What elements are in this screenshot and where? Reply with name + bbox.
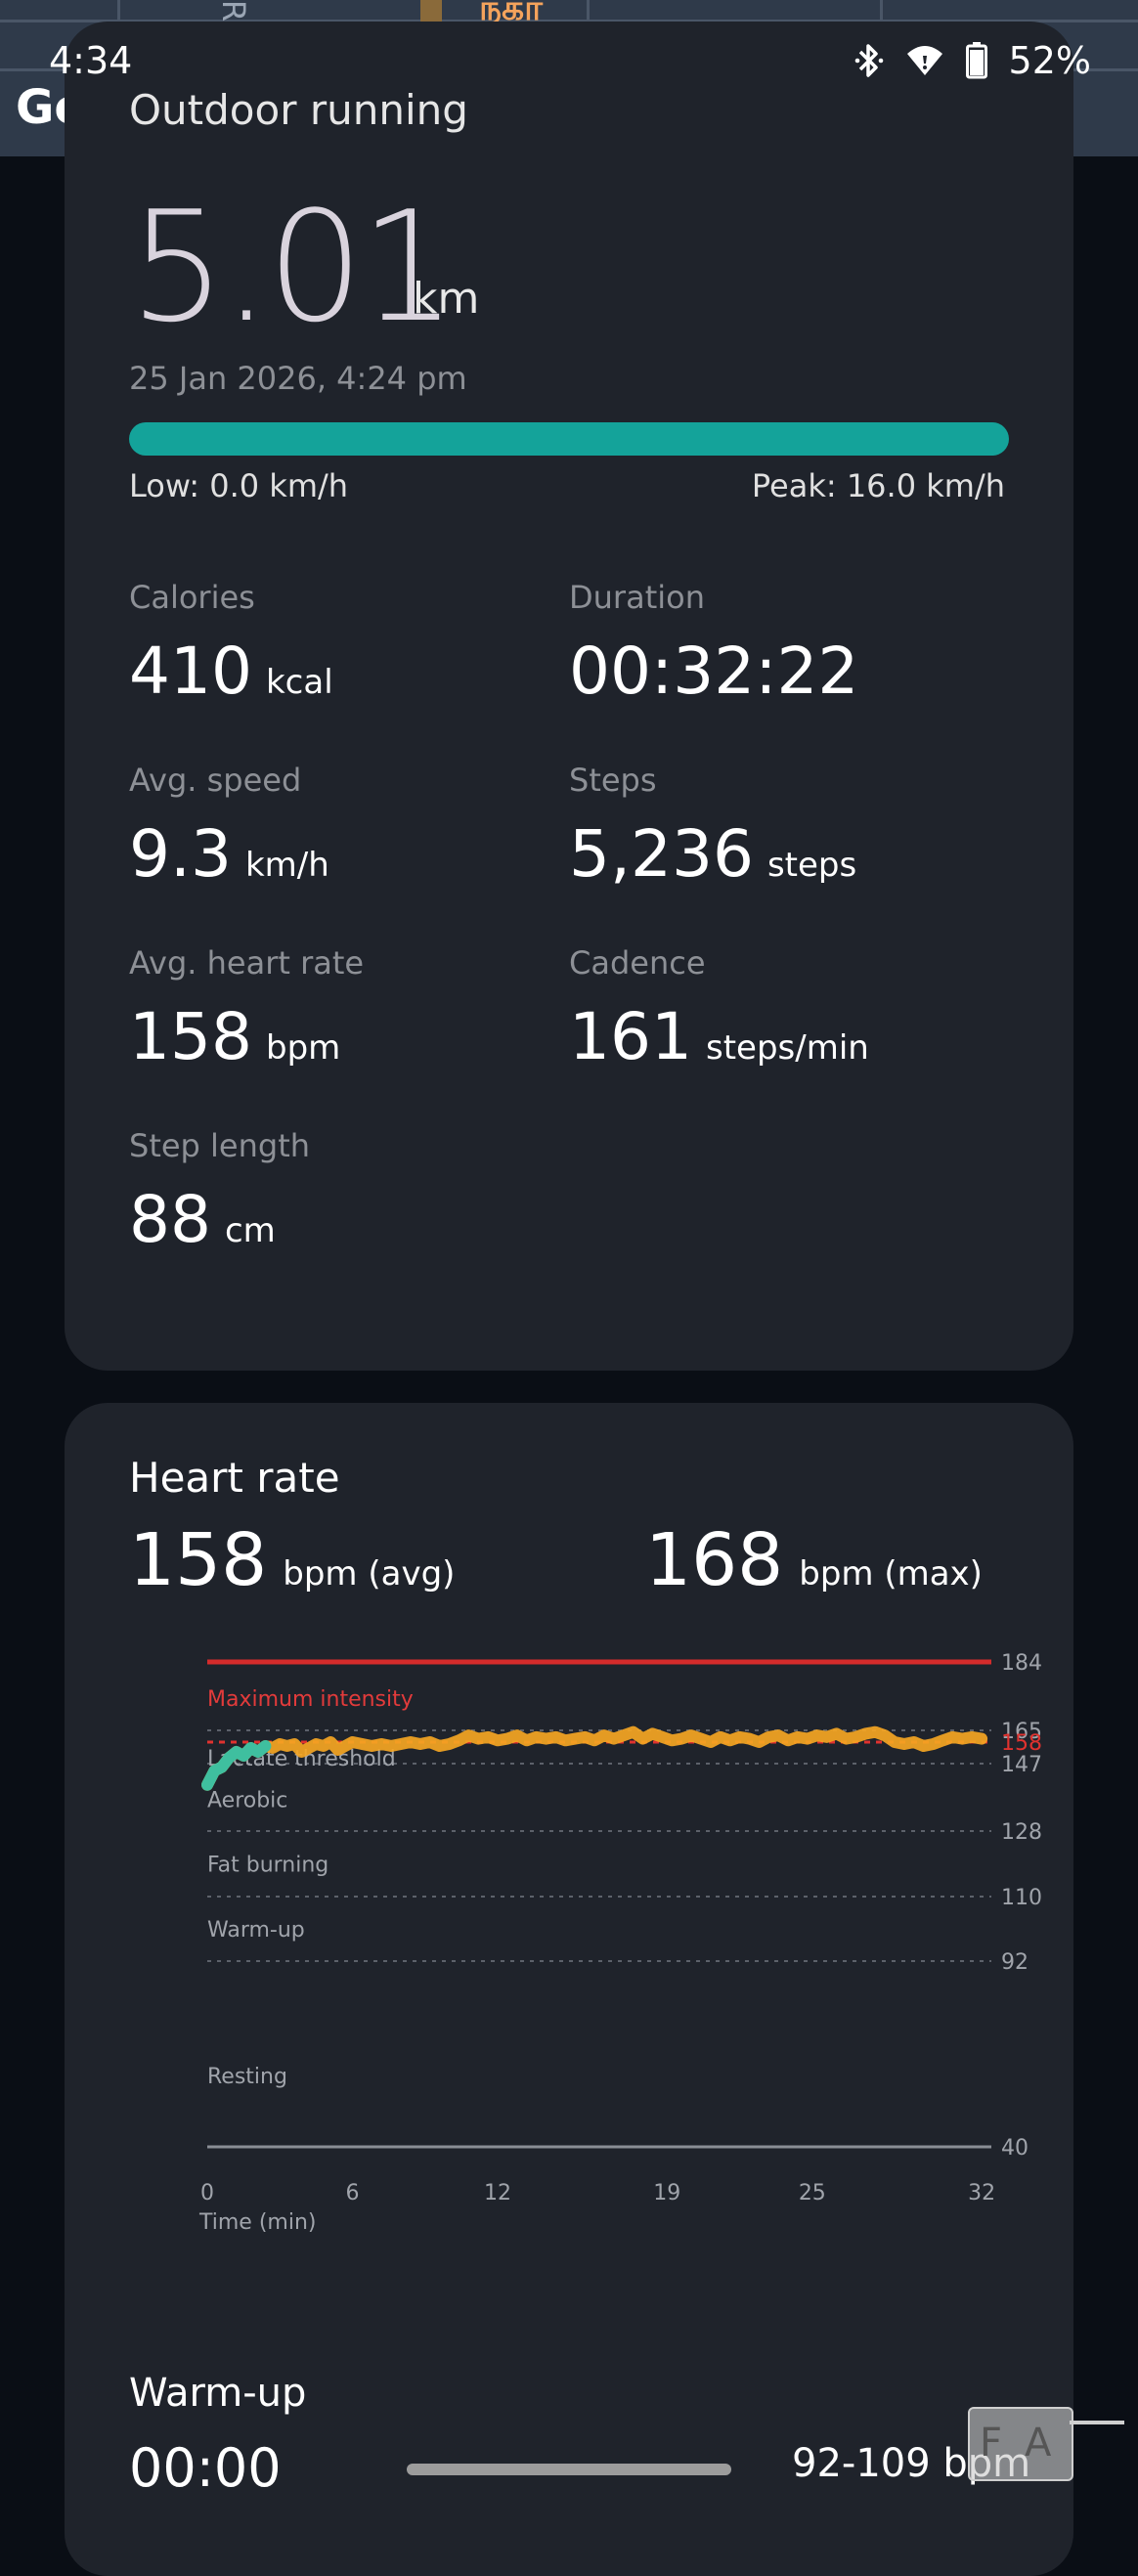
y-tick-label: 184 — [1001, 1651, 1042, 1676]
wifi-icon — [905, 44, 944, 77]
y-tick-label: 40 — [1001, 2136, 1029, 2161]
heart-rate-early-segment — [201, 1740, 272, 1791]
battery-icon — [965, 42, 987, 79]
metric-label-duration: Duration — [569, 579, 705, 616]
peak-speed-label: Peak: 16.0 km/h — [751, 467, 1005, 504]
status-bar: 4:34 52% — [0, 0, 1138, 127]
y-tick-label: 110 — [1001, 1886, 1042, 1910]
badge-letter-a: A — [1025, 2421, 1052, 2466]
distance-unit: km — [413, 274, 480, 324]
zone-label: Fat burning — [207, 1854, 328, 1878]
metric-value-avg-speed: 9.3 km/h — [129, 816, 329, 892]
status-icons: 52% — [854, 39, 1091, 82]
zone-label: Warm-up — [207, 1918, 305, 1943]
warmup-duration: 00:00 — [129, 2437, 282, 2499]
zone-label: Maximum intensity — [207, 1687, 414, 1712]
floating-badge-handle — [1070, 2421, 1124, 2424]
metric-value-cadence: 161 steps/min — [569, 999, 869, 1074]
metric-value-calories: 410 kcal — [129, 633, 333, 709]
y-tick-label: 92 — [1001, 1950, 1029, 1975]
heart-rate-max: 168 bpm (max) — [645, 1518, 983, 1602]
zone-label: Aerobic — [207, 1788, 287, 1812]
heart-rate-title: Heart rate — [129, 1454, 340, 1502]
battery-percent: 52% — [1008, 39, 1091, 82]
zone-label: Resting — [207, 2065, 287, 2089]
status-time: 4:34 — [49, 39, 133, 82]
workout-summary-card: Outdoor running 5.01 km 25 Jan 2026, 4:2… — [65, 22, 1073, 1371]
y-tick-label: 158 — [1001, 1731, 1042, 1756]
metric-value-duration: 00:32:22 — [569, 633, 859, 709]
y-tick-label: 147 — [1001, 1753, 1042, 1777]
x-tick-label: 6 — [346, 2181, 360, 2205]
metric-label-steps: Steps — [569, 762, 657, 799]
low-speed-label: Low: 0.0 km/h — [129, 467, 349, 504]
metric-label-avg-speed: Avg. speed — [129, 762, 302, 799]
warmup-title: Warm-up — [129, 2371, 307, 2416]
x-tick-label: 0 — [200, 2181, 214, 2205]
metric-label-cadence: Cadence — [569, 944, 706, 982]
y-tick-label: 128 — [1001, 1820, 1042, 1845]
heart-rate-card: Heart rate 158 bpm (avg) 168 bpm (max) 184… — [65, 1403, 1073, 2576]
metric-value-step-length: 88 cm — [129, 1182, 276, 1257]
metric-value-avg-heart-rate: 158 bpm — [129, 999, 341, 1074]
metric-label-avg-heart-rate: Avg. heart rate — [129, 944, 365, 982]
gesture-nav-handle[interactable] — [407, 2464, 731, 2475]
x-tick-label: 25 — [799, 2181, 826, 2205]
metric-value-steps: 5,236 steps — [569, 816, 857, 892]
workout-date: 25 Jan 2026, 4:24 pm — [129, 360, 467, 397]
metric-label-step-length: Step length — [129, 1127, 311, 1164]
heart-rate-series-line — [201, 1725, 988, 1791]
x-axis-label: Time (min) — [198, 2210, 317, 2235]
x-tick-label: 32 — [968, 2181, 995, 2205]
bluetooth-icon — [854, 42, 884, 79]
badge-letter-f: F — [980, 2421, 1003, 2466]
distance-value: 5.01 — [129, 178, 457, 356]
floating-font-badge[interactable]: F A — [968, 2407, 1073, 2481]
x-tick-label: 12 — [484, 2181, 511, 2205]
heart-rate-avg: 158 bpm (avg) — [129, 1518, 456, 1602]
x-tick-label: 19 — [653, 2181, 680, 2205]
speed-range-bar — [129, 422, 1009, 456]
y-tick-label: 165 — [1001, 1720, 1042, 1744]
workout-title: Outdoor running — [129, 86, 468, 134]
metric-label-calories: Calories — [129, 579, 255, 616]
